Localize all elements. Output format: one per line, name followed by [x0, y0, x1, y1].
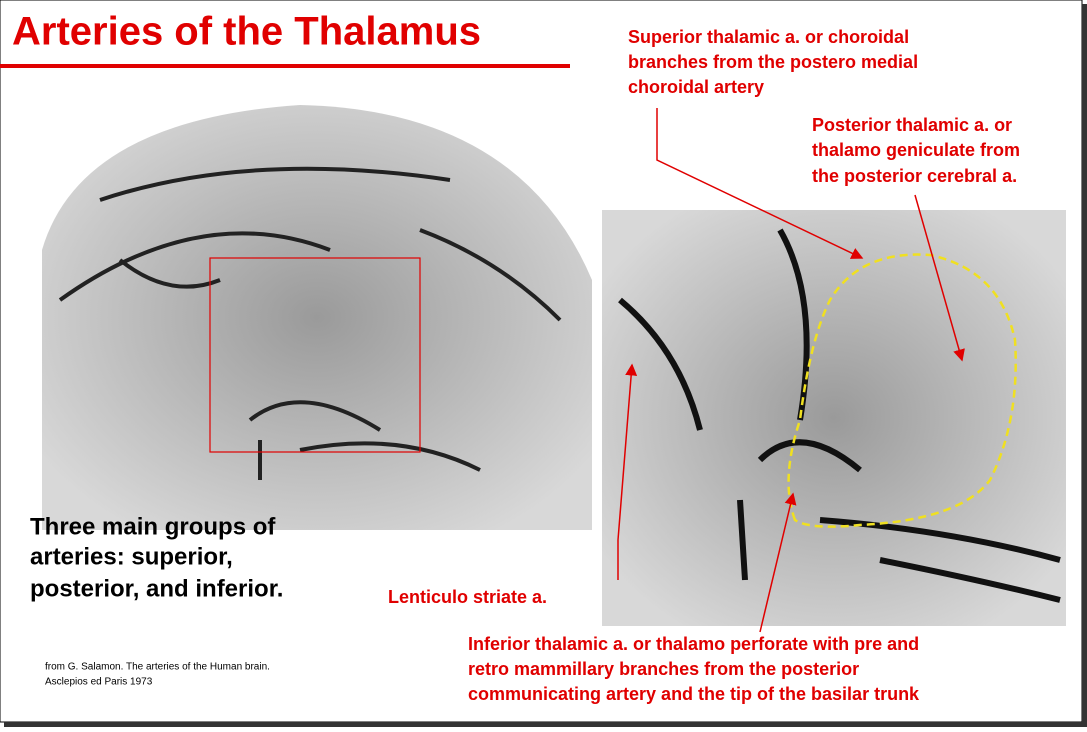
title: Arteries of the Thalamus: [12, 10, 481, 54]
summary: Three main groups of: [30, 513, 276, 540]
right-image: [602, 210, 1066, 626]
source: from G. Salamon. The arteries of the Hum…: [45, 662, 270, 673]
superior-label: choroidal artery: [628, 77, 764, 97]
inferior-label: Inferior thalamic a. or thalamo perforat…: [468, 634, 919, 654]
arrows: [617, 108, 965, 633]
posterior-label: thalamo geniculate from: [812, 140, 1020, 160]
superior-label: branches from the postero medial: [628, 52, 918, 72]
posterior-label: Posterior thalamic a. or: [812, 115, 1012, 135]
summary: arteries: superior,: [30, 543, 233, 570]
superior-label: Superior thalamic a. or choroidal: [628, 27, 909, 47]
left-image: [42, 105, 592, 530]
lenticulo-label: Lenticulo striate a.: [388, 587, 547, 607]
shadow: [4, 722, 1087, 727]
inferior-label: communicating artery and the tip of the …: [468, 684, 920, 704]
posterior-label: the posterior cerebral a.: [812, 166, 1017, 186]
source: Asclepios ed Paris 1973: [45, 677, 153, 688]
inferior-label: retro mammillary branches from the poste…: [468, 659, 859, 679]
summary: posterior, and inferior.: [30, 575, 283, 602]
shadow: [1082, 4, 1087, 727]
